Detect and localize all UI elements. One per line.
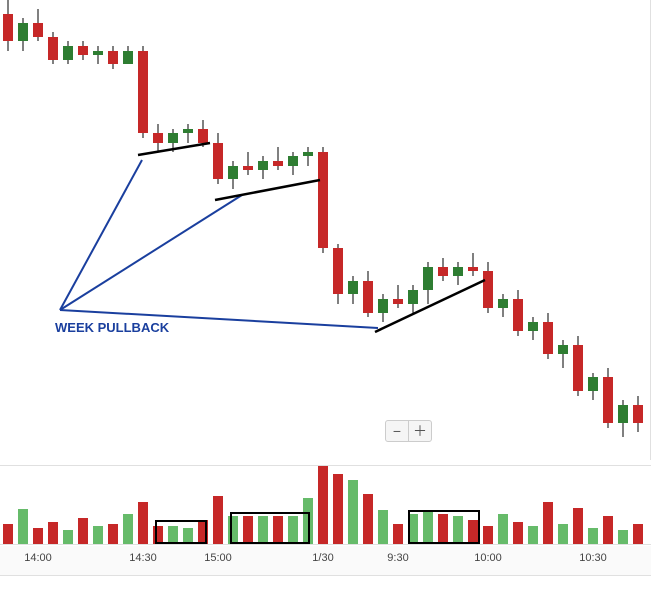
candlestick	[318, 147, 328, 253]
candlestick	[468, 253, 478, 276]
volume-bar	[498, 514, 508, 544]
candlestick	[108, 46, 118, 69]
volume-bar	[618, 530, 628, 544]
volume-bar	[543, 502, 553, 544]
candlestick	[363, 271, 373, 317]
volume-bar	[393, 524, 403, 544]
volume-bar	[318, 466, 328, 544]
candlestick	[198, 120, 208, 148]
zoom-control: − ＋	[385, 420, 432, 442]
x-tick-label: 10:00	[474, 552, 502, 564]
candle-panel	[0, 0, 651, 460]
volume-bar	[138, 502, 148, 544]
volume-bar	[588, 528, 598, 544]
volume-bar	[513, 522, 523, 544]
candlestick	[123, 46, 133, 64]
candlestick	[528, 317, 538, 340]
volume-bar	[528, 526, 538, 544]
x-tick-label: 14:30	[129, 552, 157, 564]
candlestick	[288, 152, 298, 175]
x-tick-label: 9:30	[387, 552, 408, 564]
candlestick	[543, 313, 553, 359]
candlestick	[18, 18, 28, 50]
x-axis: 14:00 14:30 15:00 1/30 9:30 10:00 10:30	[0, 546, 651, 576]
volume-box-annotation	[408, 510, 480, 544]
volume-bar	[483, 526, 493, 544]
candlestick	[438, 258, 448, 281]
candlestick	[153, 124, 163, 152]
volume-bar	[108, 524, 118, 544]
candlestick	[558, 340, 568, 368]
candlestick	[78, 41, 88, 59]
x-tick-label: 10:30	[579, 552, 607, 564]
candlestick	[168, 129, 178, 152]
x-tick-label: 15:00	[204, 552, 232, 564]
x-tick-label: 1/30	[312, 552, 333, 564]
volume-bar	[33, 528, 43, 544]
volume-box-annotation	[155, 520, 207, 544]
volume-panel	[0, 465, 651, 545]
volume-bar	[603, 516, 613, 544]
candlestick	[63, 41, 73, 64]
candlestick	[603, 368, 613, 428]
candlestick	[573, 336, 583, 396]
volume-bar	[213, 496, 223, 544]
candlestick	[33, 9, 43, 41]
volume-bar	[93, 526, 103, 544]
volume-bar	[558, 524, 568, 544]
candlestick	[228, 161, 238, 189]
candlestick	[48, 32, 58, 64]
candlestick	[453, 262, 463, 285]
candlestick	[378, 294, 388, 322]
candlestick	[183, 124, 193, 142]
volume-bar	[78, 518, 88, 544]
volume-bar	[48, 522, 58, 544]
candlestick	[273, 147, 283, 170]
candlestick	[633, 396, 643, 433]
candlestick	[498, 294, 508, 317]
candlestick	[303, 147, 313, 165]
candlestick	[588, 373, 598, 401]
candlestick	[138, 46, 148, 138]
volume-bar	[348, 480, 358, 544]
x-tick-label: 14:00	[24, 552, 52, 564]
candlestick	[93, 46, 103, 64]
candlestick	[3, 0, 13, 51]
volume-bar	[3, 524, 13, 544]
candlestick	[423, 262, 433, 303]
price-chart: WEEK PULLBACK − ＋ 14:00 14:30 15:00 1/30 9:3…	[0, 0, 651, 591]
candlestick	[243, 152, 253, 175]
volume-bar	[378, 510, 388, 544]
volume-bar	[573, 508, 583, 544]
volume-bar	[633, 524, 643, 544]
volume-bar	[363, 494, 373, 544]
candlestick	[393, 285, 403, 308]
candlestick	[348, 276, 358, 304]
candlestick	[618, 400, 628, 437]
zoom-out-button[interactable]: −	[386, 421, 408, 441]
candlestick	[483, 262, 493, 313]
volume-box-annotation	[230, 512, 310, 544]
annotation-label: WEEK PULLBACK	[55, 320, 169, 335]
volume-bar	[63, 530, 73, 544]
candlestick	[213, 133, 223, 184]
volume-bar	[18, 509, 28, 544]
volume-bar	[333, 474, 343, 544]
candlestick	[333, 244, 343, 304]
volume-bar	[123, 514, 133, 544]
candlestick	[258, 156, 268, 179]
candlestick	[513, 290, 523, 336]
candlestick	[408, 285, 418, 313]
zoom-in-button[interactable]: ＋	[409, 421, 431, 441]
